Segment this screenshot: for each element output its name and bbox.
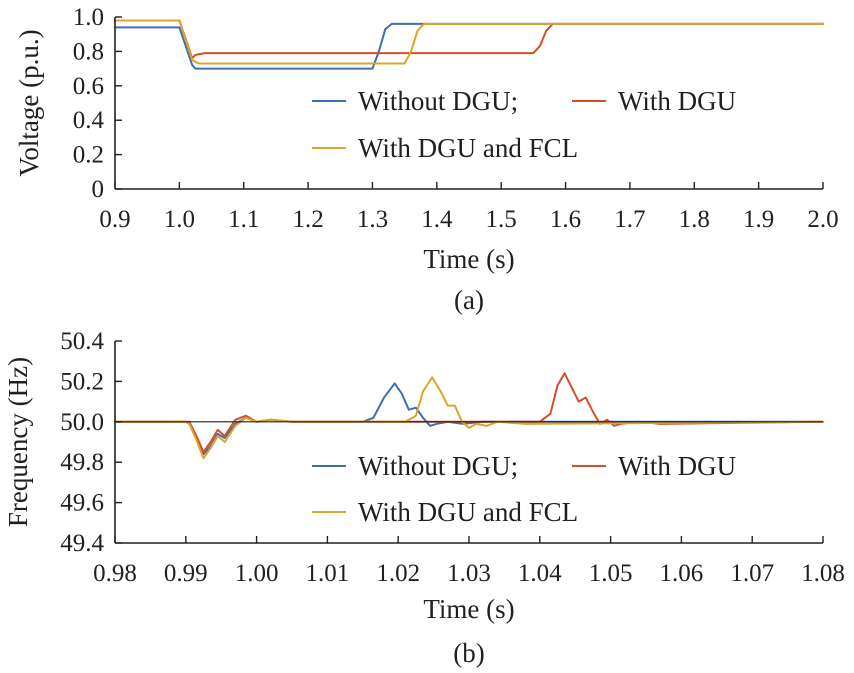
frequency-y-tick-label: 50.0 (60, 409, 104, 436)
frequency-y-tick-label: 50.2 (60, 368, 104, 395)
voltage-y-tick-label: 0.8 (73, 38, 104, 65)
voltage-y-axis-title: Voltage (p.u.) (14, 29, 44, 176)
frequency-y-tick-label: 49.8 (60, 449, 104, 476)
frequency-legend-label: Without DGU; (358, 451, 518, 481)
frequency-series-line-3 (114, 376, 824, 460)
frequency-x-tick-label: 1.01 (306, 560, 350, 587)
voltage-x-tick-label: 1.2 (292, 206, 323, 233)
frequency-y-tick-label: 49.6 (60, 490, 104, 517)
frequency-legend-label: With DGU and FCL (358, 497, 578, 527)
voltage-x-tick-label: 1.0 (164, 206, 195, 233)
voltage-x-tick-label: 1.1 (228, 206, 259, 233)
voltage-series-line-2 (114, 19, 824, 60)
frequency-x-tick-label: 0.98 (93, 560, 137, 587)
frequency-x-tick-label: 1.02 (376, 560, 420, 587)
frequency-x-tick-label: 1.05 (589, 560, 633, 587)
frequency-legend: Without DGU; With DGU With DGU and FCL (312, 451, 736, 527)
frequency-chart-panel: 0.98 0.99 1.00 1.01 1.02 1.03 1.04 1.05 1.06 1.07… (3, 328, 845, 668)
voltage-x-tick-label: 2.0 (807, 206, 838, 233)
voltage-x-tick-label: 1.8 (679, 206, 710, 233)
voltage-x-tick-label: 1.3 (357, 206, 388, 233)
frequency-panel-caption: (b) (453, 638, 484, 668)
frequency-x-tick-label: 1.07 (730, 560, 774, 587)
voltage-x-tick-label: 1.9 (743, 206, 774, 233)
frequency-series-line-1 (114, 382, 824, 456)
frequency-y-tick-label: 50.4 (60, 328, 104, 355)
frequency-y-axis-title: Frequency (Hz) (3, 357, 33, 527)
voltage-x-tick-label: 1.4 (421, 206, 453, 233)
voltage-legend-label: With DGU and FCL (358, 133, 578, 163)
frequency-legend-label: With DGU (618, 451, 736, 481)
frequency-x-tick-label: 1.04 (518, 560, 562, 587)
frequency-y-tick-label: 49.4 (60, 530, 104, 557)
voltage-chart-panel: 0.9 1.0 1.1 1.2 1.3 1.4 1.5 1.6 1.7 1.8 1.9 2.0 0 0.2… (14, 4, 839, 315)
voltage-x-axis-title: Time (s) (423, 244, 514, 274)
voltage-legend-label: Without DGU; (358, 86, 518, 116)
voltage-legend: Without DGU; With DGU With DGU and FCL (312, 86, 736, 163)
frequency-x-tick-label: 1.00 (235, 560, 279, 587)
voltage-panel-caption: (a) (454, 285, 484, 315)
voltage-y-tick-label: 0.6 (73, 73, 104, 100)
voltage-y-tick-label: 0.4 (73, 107, 105, 134)
voltage-x-tick-label: 1.7 (614, 206, 645, 233)
frequency-x-tick-label: 1.03 (447, 560, 491, 587)
voltage-x-tick-label: 1.6 (550, 206, 581, 233)
voltage-series-line-3 (114, 19, 824, 65)
frequency-x-tick-label: 1.08 (801, 560, 845, 587)
frequency-x-tick-label: 0.99 (164, 560, 208, 587)
voltage-x-tick-label: 0.9 (99, 206, 130, 233)
voltage-y-tick-label: 0 (92, 176, 105, 203)
voltage-x-tick-label: 1.5 (486, 206, 517, 233)
frequency-x-axis-title: Time (s) (423, 594, 514, 624)
voltage-legend-label: With DGU (618, 86, 736, 116)
voltage-y-tick-label: 1.0 (73, 4, 104, 31)
frequency-x-tick-label: 1.06 (660, 560, 704, 587)
voltage-series-line-1 (114, 22, 824, 70)
voltage-y-tick-label: 0.2 (73, 142, 104, 169)
